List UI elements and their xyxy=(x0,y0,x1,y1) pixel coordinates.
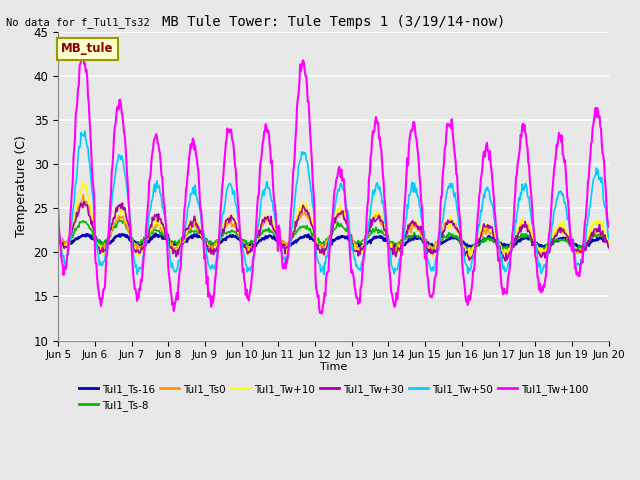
Tul1_Ts-16 xyxy=(401,242,409,248)
Tul1_Ts0 xyxy=(64,236,72,242)
Tul1_Tw+30 xyxy=(605,245,612,251)
Line: Tul1_Ts-8: Tul1_Ts-8 xyxy=(58,218,609,250)
Tul1_Ts-8 xyxy=(605,240,612,245)
Tul1_Tw+100 xyxy=(122,143,129,149)
Tul1_Ts-8 xyxy=(64,240,72,245)
Tul1_Ts0 xyxy=(417,233,425,239)
Tul1_Tw+10 xyxy=(417,225,425,231)
Tul1_Ts-8 xyxy=(122,221,129,227)
Tul1_Ts-8 xyxy=(417,234,425,240)
Tul1_Ts-16 xyxy=(605,241,612,247)
Tul1_Tw+10 xyxy=(401,233,409,239)
Tul1_Tw+100 xyxy=(418,203,426,209)
Tul1_Tw+50 xyxy=(320,272,328,277)
Tul1_Tw+30 xyxy=(417,224,425,229)
X-axis label: Time: Time xyxy=(320,362,347,372)
Tul1_Tw+30 xyxy=(122,210,129,216)
Tul1_Tw+50 xyxy=(207,266,214,272)
Tul1_Tw+30 xyxy=(81,199,88,204)
Tul1_Tw+50 xyxy=(64,252,72,258)
Line: Tul1_Tw+30: Tul1_Tw+30 xyxy=(58,202,609,261)
Tul1_Ts-8 xyxy=(54,233,62,239)
Tul1_Tw+50 xyxy=(81,128,89,134)
Tul1_Tw+10 xyxy=(79,180,86,185)
Tul1_Ts0 xyxy=(122,218,129,224)
Line: Tul1_Ts0: Tul1_Ts0 xyxy=(58,195,609,256)
Tul1_Tw+10 xyxy=(605,240,612,246)
Tul1_Ts-16 xyxy=(177,241,185,247)
Text: No data for f_Tul1_Ts32: No data for f_Tul1_Ts32 xyxy=(6,17,150,28)
Line: Tul1_Ts-16: Tul1_Ts-16 xyxy=(58,234,609,249)
Tul1_Ts-16 xyxy=(121,232,129,238)
Tul1_Ts0 xyxy=(605,241,612,247)
Tul1_Ts0 xyxy=(79,192,87,198)
Tul1_Tw+30 xyxy=(401,234,409,240)
Tul1_Ts-16 xyxy=(207,240,214,246)
Line: Tul1_Tw+100: Tul1_Tw+100 xyxy=(58,51,609,313)
Tul1_Tw+50 xyxy=(402,215,410,220)
Tul1_Ts-8 xyxy=(538,247,546,253)
Tul1_Tw+10 xyxy=(64,245,72,251)
Y-axis label: Temperature (C): Temperature (C) xyxy=(15,135,28,237)
Tul1_Ts-8 xyxy=(207,238,214,244)
Line: Tul1_Tw+10: Tul1_Tw+10 xyxy=(58,182,609,257)
Tul1_Tw+100 xyxy=(64,247,72,252)
Tul1_Ts-16 xyxy=(54,237,62,242)
Tul1_Ts-8 xyxy=(177,235,185,241)
Tul1_Tw+100 xyxy=(207,297,214,302)
Tul1_Ts-8 xyxy=(401,236,409,242)
Tul1_Ts0 xyxy=(177,237,185,243)
Tul1_Tw+50 xyxy=(122,175,129,180)
Tul1_Tw+10 xyxy=(207,248,214,254)
Tul1_Tw+10 xyxy=(177,237,185,242)
Legend: Tul1_Ts-16, Tul1_Ts-8, Tul1_Ts0, Tul1_Tw+10, Tul1_Tw+30, Tul1_Tw+50, Tul1_Tw+100: Tul1_Ts-16, Tul1_Ts-8, Tul1_Ts0, Tul1_Tw… xyxy=(75,380,592,415)
Tul1_Tw+30 xyxy=(207,245,214,251)
Tul1_Ts-16 xyxy=(152,231,159,237)
Tul1_Tw+30 xyxy=(502,258,509,264)
Tul1_Ts0 xyxy=(401,234,409,240)
Tul1_Ts0 xyxy=(207,246,214,252)
Tul1_Tw+50 xyxy=(54,223,62,228)
Tul1_Tw+100 xyxy=(402,185,410,191)
Text: MB_tule: MB_tule xyxy=(61,42,113,55)
Tul1_Ts-16 xyxy=(417,236,425,241)
Tul1_Tw+50 xyxy=(605,236,612,241)
Tul1_Tw+100 xyxy=(78,48,86,54)
Tul1_Tw+30 xyxy=(64,243,72,249)
Tul1_Ts0 xyxy=(54,223,62,228)
Tul1_Tw+100 xyxy=(54,205,62,211)
Tul1_Tw+100 xyxy=(317,311,325,316)
Tul1_Tw+10 xyxy=(467,254,474,260)
Tul1_Ts-16 xyxy=(64,240,72,245)
Tul1_Tw+10 xyxy=(54,223,62,229)
Tul1_Ts0 xyxy=(538,253,545,259)
Tul1_Tw+30 xyxy=(54,237,62,243)
Tul1_Tw+50 xyxy=(418,216,426,222)
Title: MB Tule Tower: Tule Temps 1 (3/19/14-now): MB Tule Tower: Tule Temps 1 (3/19/14-now… xyxy=(162,15,505,29)
Tul1_Tw+30 xyxy=(177,240,185,246)
Tul1_Tw+100 xyxy=(177,250,185,256)
Line: Tul1_Tw+50: Tul1_Tw+50 xyxy=(58,131,609,275)
Tul1_Tw+10 xyxy=(122,213,129,218)
Tul1_Ts-16 xyxy=(468,246,476,252)
Tul1_Ts-8 xyxy=(115,216,122,221)
Tul1_Tw+100 xyxy=(605,224,612,229)
Tul1_Tw+50 xyxy=(177,243,185,249)
